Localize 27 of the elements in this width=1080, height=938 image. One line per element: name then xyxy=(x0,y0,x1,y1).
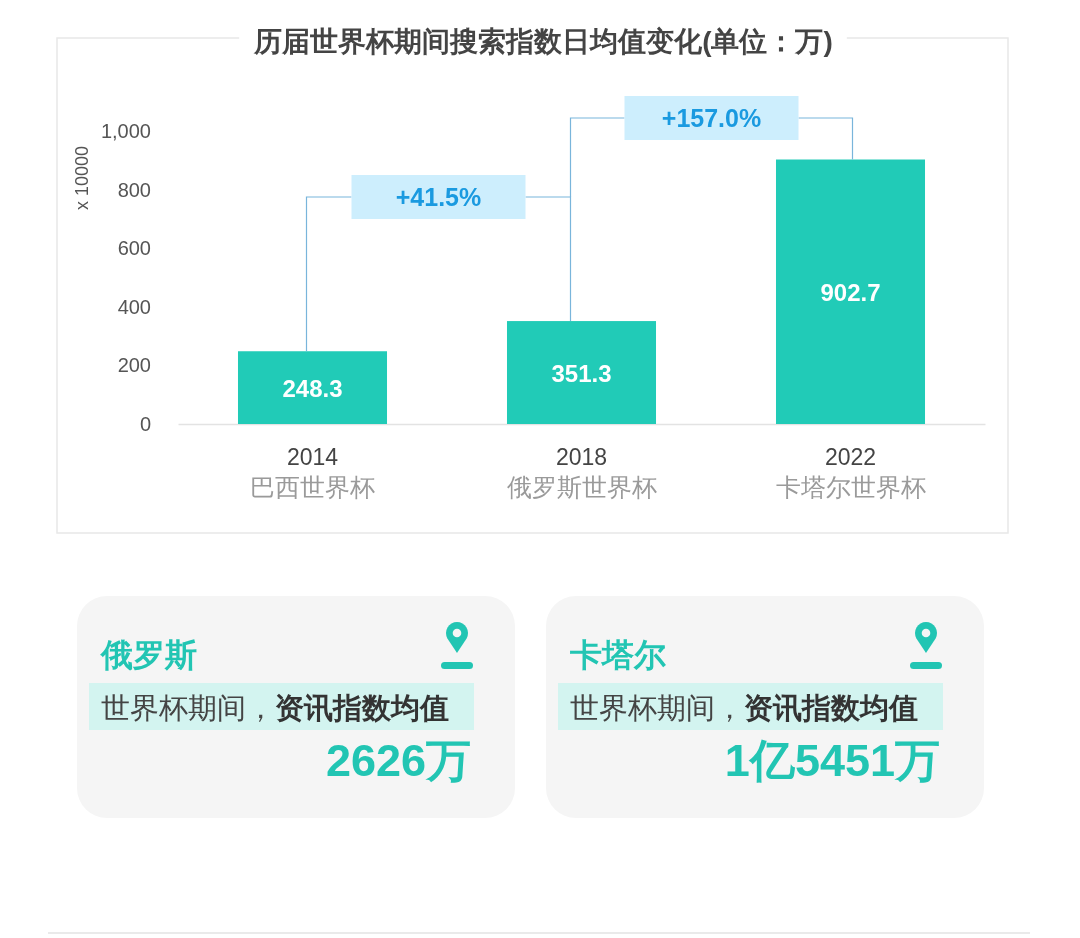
y-tick-label: 0 xyxy=(139,412,151,435)
annotation: +41.5% xyxy=(395,183,482,211)
x-tick-label: 2022 卡塔尔世界杯 xyxy=(775,444,926,501)
y-tick-label: 1,000 xyxy=(100,119,151,142)
chart-title: 历届世界杯期间搜索指数日均值变化(单位：万) xyxy=(253,26,833,57)
y-tick-label: 400 xyxy=(117,295,151,318)
y-axis-title: x 10000 xyxy=(72,145,92,211)
data-label: 902.7 xyxy=(820,278,881,306)
y-tick-label: 800 xyxy=(117,178,151,201)
annotation: +157.0% xyxy=(661,104,762,132)
text: 资讯指数均值 xyxy=(275,692,449,724)
bar xyxy=(775,159,926,424)
text: 资讯指数均值 xyxy=(744,692,918,724)
text: 世界杯期间， xyxy=(101,692,275,724)
bar xyxy=(237,351,388,424)
text: 卡塔尔 xyxy=(569,637,666,673)
text: 世界杯期间， xyxy=(570,692,744,724)
bar xyxy=(506,321,657,424)
y-tick-label: 200 xyxy=(117,354,151,377)
data-label: 351.3 xyxy=(551,359,612,387)
text: 1亿5451万 xyxy=(724,735,940,786)
x-tick-label: 2014 巴西世界杯 xyxy=(250,444,375,501)
text: 2626万 xyxy=(325,735,471,786)
text: 俄罗斯 xyxy=(100,637,197,673)
x-tick-label: 2018 俄罗斯世界杯 xyxy=(506,444,657,501)
data-label: 248.3 xyxy=(282,374,343,402)
y-tick-label: 600 xyxy=(117,237,151,260)
